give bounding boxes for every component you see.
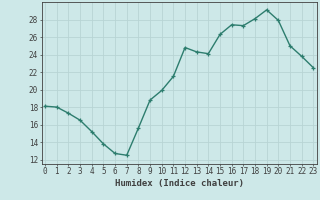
X-axis label: Humidex (Indice chaleur): Humidex (Indice chaleur) <box>115 179 244 188</box>
